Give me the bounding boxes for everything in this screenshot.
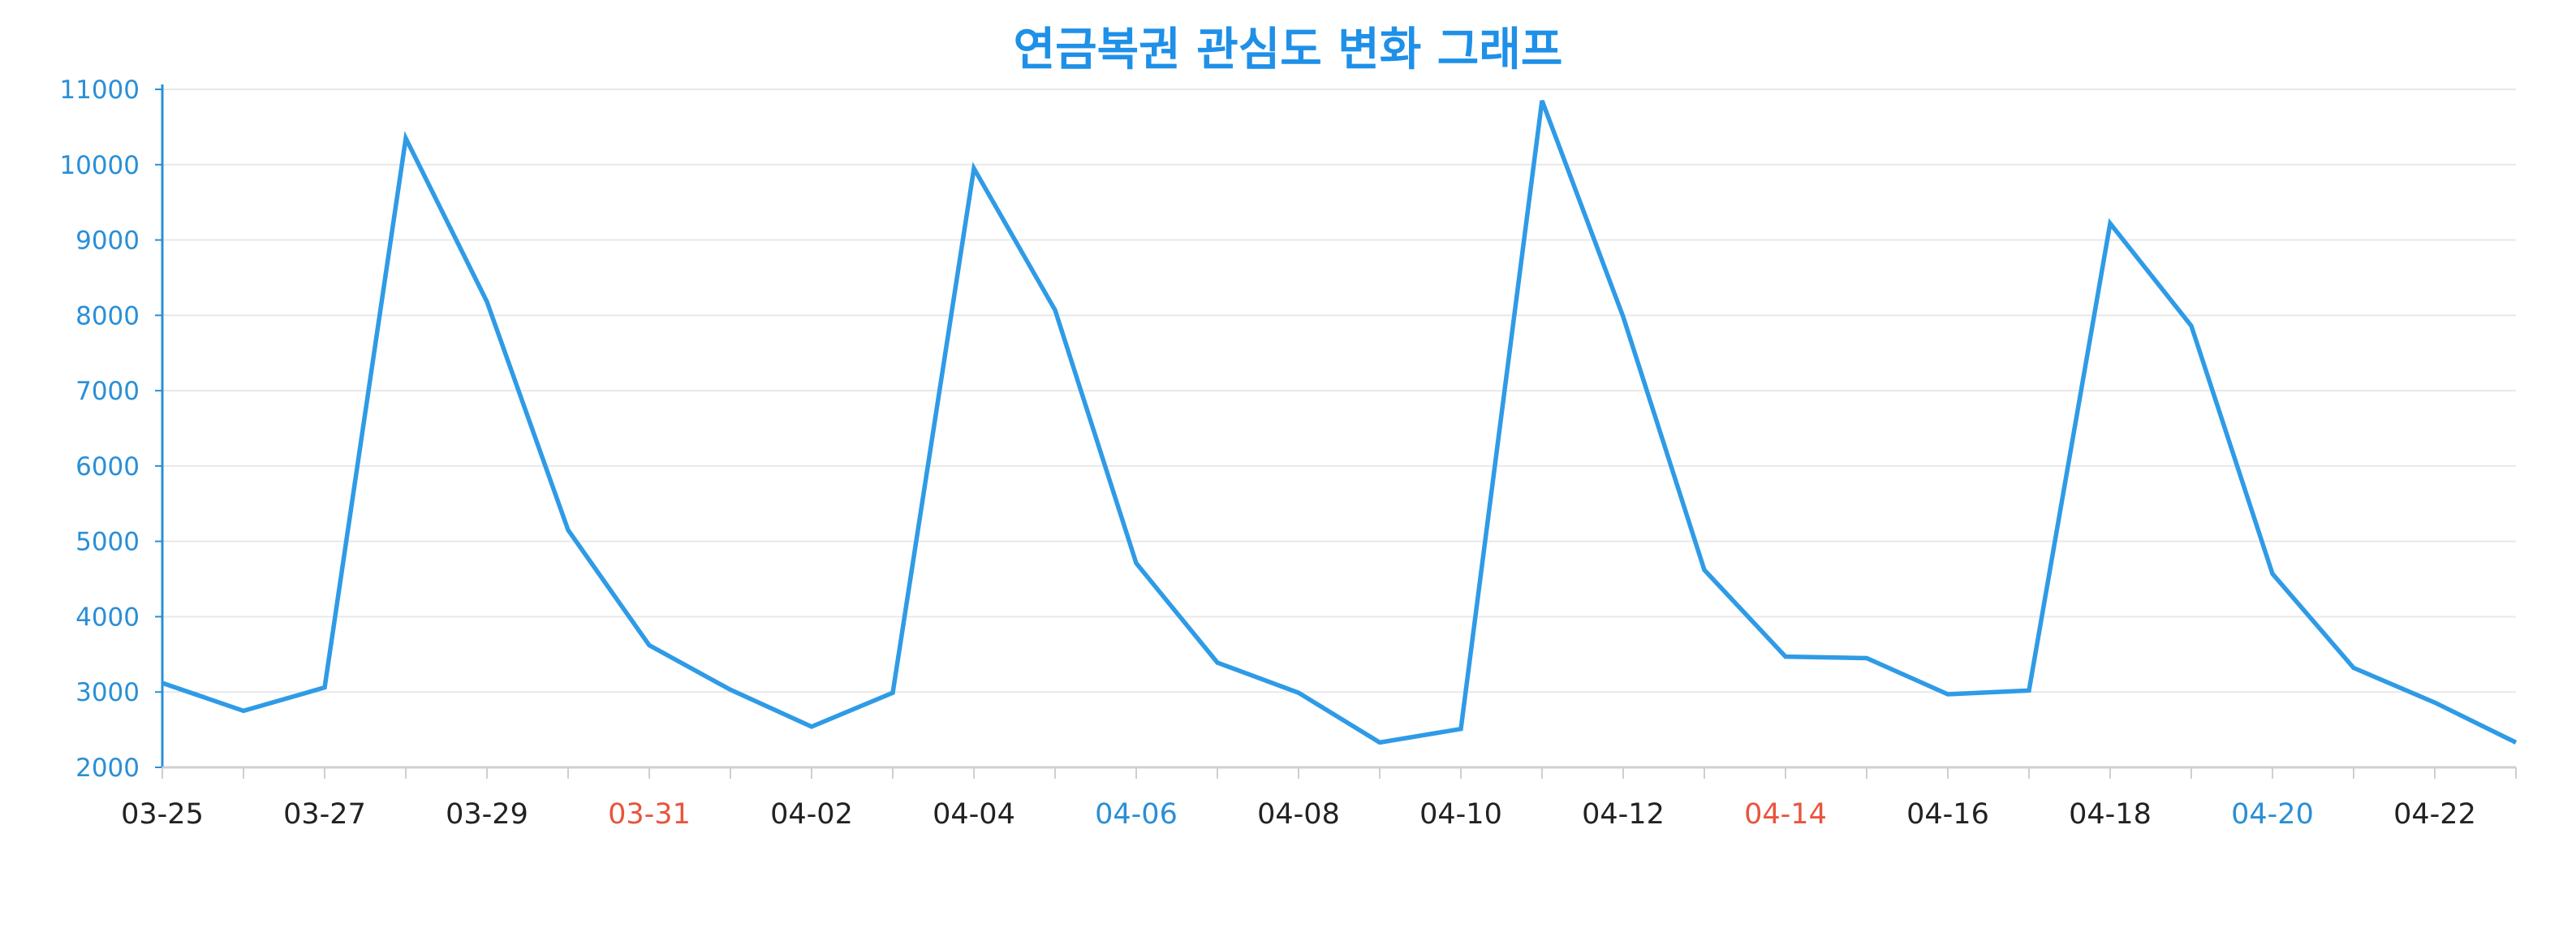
x-tick-labels: 03-25 03-27 03-29 03-31 04-02 04-04 04-06 04-08… <box>121 798 2476 831</box>
x-tick-label: 04-12 <box>1582 798 1665 831</box>
x-tick-label: 04-14 <box>1744 798 1827 831</box>
y-tick-label: 5000 <box>75 528 140 557</box>
x-tick-label: 04-20 <box>2231 798 2314 831</box>
axes <box>155 84 2517 779</box>
x-tick-label: 03-25 <box>121 798 204 831</box>
x-tick-label: 04-10 <box>1419 798 1502 831</box>
x-tick-label: 04-04 <box>933 798 1015 831</box>
x-tick-label: 04-02 <box>770 798 853 831</box>
x-tick-label: 03-29 <box>446 798 528 831</box>
y-tick-label: 10000 <box>59 151 140 180</box>
x-tick-label: 04-22 <box>2393 798 2476 831</box>
y-tick-label: 9000 <box>75 227 140 256</box>
y-tick-label: 7000 <box>75 377 140 406</box>
y-tick-label: 11000 <box>59 76 140 105</box>
y-tick-label: 8000 <box>75 301 140 330</box>
chart-title: 연금복권 관심도 변화 그래프 <box>1013 24 1563 76</box>
x-tick-label: 03-27 <box>283 798 366 831</box>
series-lines <box>162 99 2518 745</box>
x-tick-label: 04-08 <box>1257 798 1340 831</box>
x-tick-label: 04-16 <box>1906 798 1989 831</box>
x-tick-label: 04-06 <box>1095 798 1178 831</box>
y-tick-label: 4000 <box>75 603 140 632</box>
y-tick-label: 2000 <box>75 754 140 783</box>
series-line <box>162 99 2518 745</box>
x-tick-label: 04-18 <box>2069 798 2152 831</box>
grid-lines <box>162 89 2516 693</box>
x-tick-label: 03-31 <box>608 798 691 831</box>
y-tick-labels: 2000 3000 4000 5000 6000 7000 8000 9000 10000 110… <box>59 76 140 783</box>
y-tick-label: 6000 <box>75 452 140 482</box>
y-tick-label: 3000 <box>75 678 140 707</box>
